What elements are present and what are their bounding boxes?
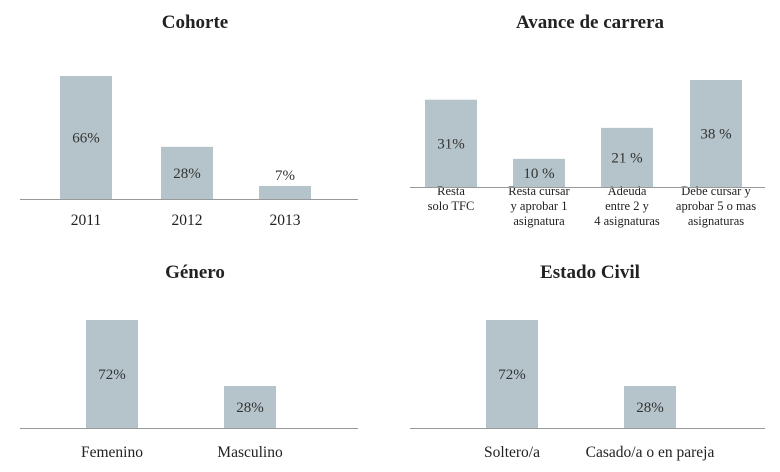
chart-avance-de-carrera: Avance de carrera 31% Resta solo TFC 10 % Re… bbox=[410, 12, 770, 242]
tick-label: Casado/a o en pareja bbox=[586, 444, 715, 461]
data-label: 7% bbox=[275, 168, 295, 184]
data-label: 66% bbox=[72, 131, 100, 147]
chart-svg: 31% Resta solo TFC 10 % Resta cursar y aproba… bbox=[410, 80, 765, 228]
bar bbox=[690, 80, 742, 187]
bar bbox=[486, 320, 538, 428]
tick-label: Debe cursar y aprobar 5 o mas asignaturas bbox=[676, 184, 756, 228]
tick-label: Resta solo TFC bbox=[428, 184, 475, 213]
data-label: 28% bbox=[173, 166, 201, 182]
bar bbox=[601, 127, 653, 187]
chart-svg: 72% Femenino 28% Masculino bbox=[20, 320, 358, 461]
bar bbox=[86, 320, 138, 428]
tick-label: Femenino bbox=[81, 444, 143, 461]
data-label: 38 % bbox=[700, 127, 731, 143]
data-label: 31% bbox=[437, 136, 465, 152]
data-label: 72% bbox=[98, 367, 126, 383]
chart-svg: 66% 2011 28% 2012 7% 2013 bbox=[20, 76, 358, 229]
bar bbox=[161, 146, 213, 199]
data-label: 72% bbox=[498, 367, 526, 383]
chart-title: Avance de carrera bbox=[515, 12, 665, 33]
tick-label: Resta cursar y aprobar 1 asignatura bbox=[508, 184, 570, 228]
data-label: 21 % bbox=[611, 150, 642, 166]
chart-genero: Género 72% Femenino 28% Masculino bbox=[20, 262, 370, 467]
tick-label: 2013 bbox=[270, 212, 301, 229]
bar bbox=[513, 158, 565, 187]
data-label: 28% bbox=[236, 400, 264, 416]
bar bbox=[224, 386, 276, 428]
data-label: 10 % bbox=[523, 166, 554, 182]
tick-label: 2012 bbox=[172, 212, 203, 229]
data-label: 28% bbox=[636, 400, 664, 416]
chart-title: Género bbox=[165, 262, 225, 283]
tick-label: 2011 bbox=[71, 212, 101, 229]
chart-title: Estado Civil bbox=[540, 262, 640, 283]
tick-label: Soltero/a bbox=[484, 444, 540, 461]
chart-estado-civil: Estado Civil 72% Soltero/a 28% Casado/a o e… bbox=[410, 262, 770, 467]
chart-cohorte: Cohorte 66% 2011 28% 2012 7% 2013 bbox=[20, 12, 370, 232]
bar bbox=[624, 386, 676, 428]
bar bbox=[425, 99, 477, 187]
bar bbox=[60, 76, 112, 199]
tick-label: Masculino bbox=[217, 444, 283, 461]
chart-svg: 72% Soltero/a 28% Casado/a o en pareja bbox=[410, 320, 765, 461]
chart-title: Cohorte bbox=[161, 12, 229, 33]
bar bbox=[259, 185, 311, 199]
